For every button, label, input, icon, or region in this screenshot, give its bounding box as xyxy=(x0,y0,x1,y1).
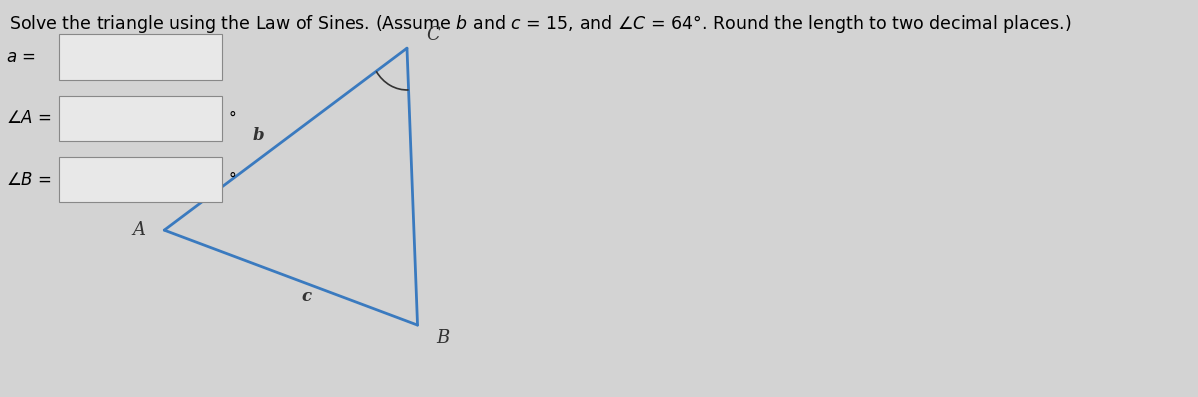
Text: Solve the triangle using the Law of Sines. (Assume $b$ and $c$ = 15, and $\angle: Solve the triangle using the Law of Sine… xyxy=(10,13,1071,35)
Text: c: c xyxy=(302,287,311,304)
Bar xyxy=(59,96,223,141)
Bar xyxy=(59,34,223,80)
Text: $\angle A$ =: $\angle A$ = xyxy=(6,110,52,127)
Text: °: ° xyxy=(229,111,236,126)
Text: C: C xyxy=(426,26,440,44)
Text: b: b xyxy=(253,127,265,144)
Text: °: ° xyxy=(229,172,236,187)
Text: $a$ =: $a$ = xyxy=(6,48,36,66)
Text: A: A xyxy=(132,221,145,239)
Text: B: B xyxy=(436,329,449,347)
Bar xyxy=(59,157,223,202)
Text: $\angle B$ =: $\angle B$ = xyxy=(6,171,52,189)
